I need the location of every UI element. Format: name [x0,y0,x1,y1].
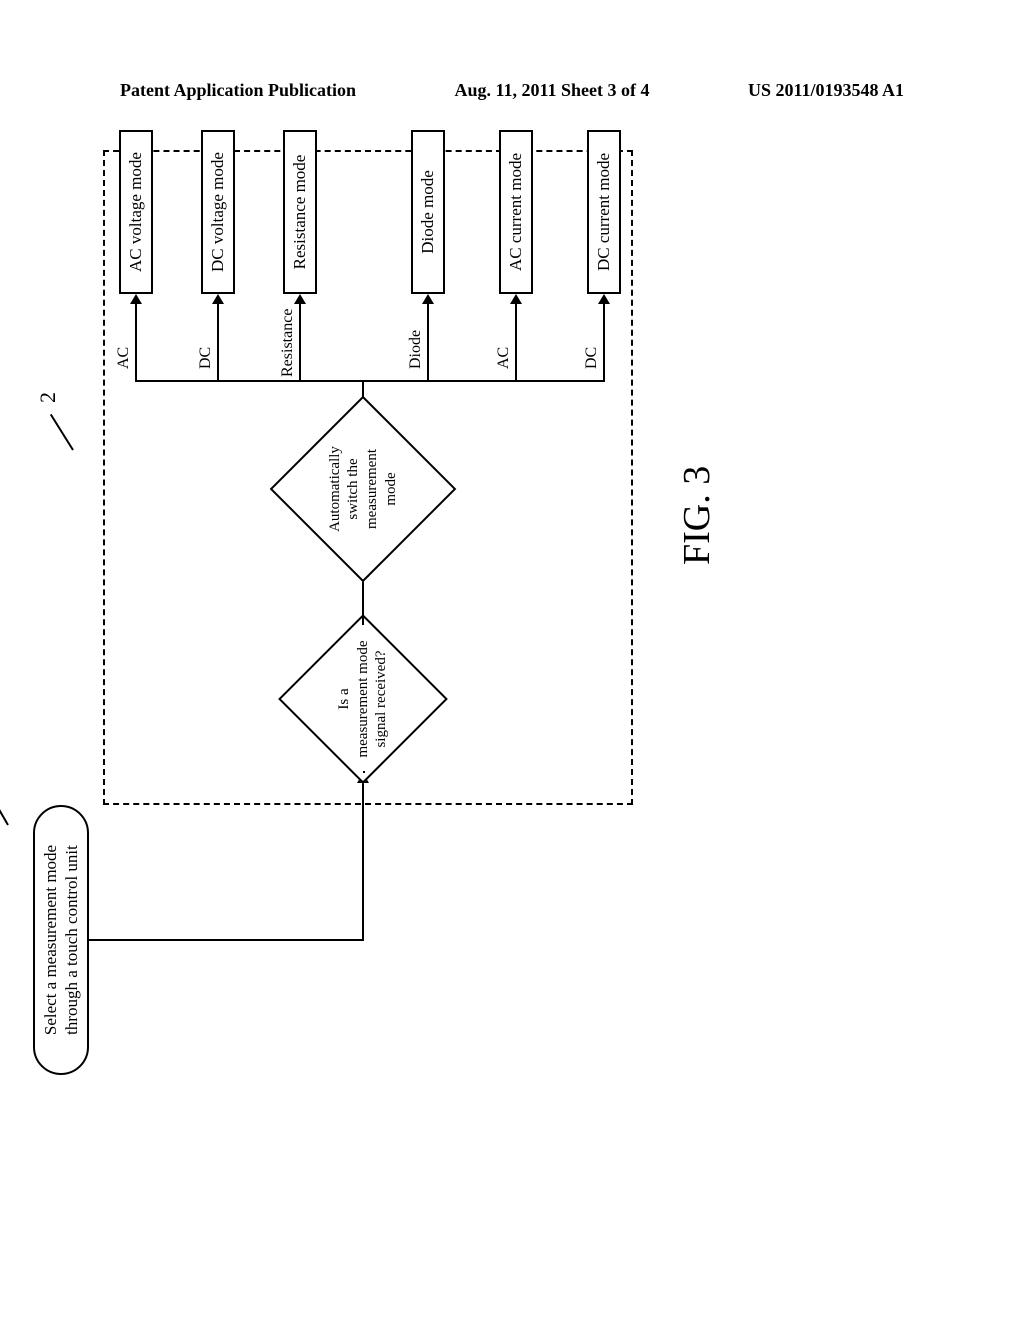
d1-loop-line [363,771,365,773]
decision-signal-received-text: Is a measurement mode signal received? [323,619,403,779]
mode-text-2: Resistance mode [290,155,310,270]
branch-0-arrow [130,294,142,304]
branch-4-label: AC [495,347,513,369]
branch-1-arrow [212,294,224,304]
start-node: Select a measurement mode through a touc… [33,805,89,1075]
fanout-spine [135,380,603,382]
branch-4-arrow [510,294,522,304]
branch-5-label: DC [583,347,601,369]
header-right: US 2011/0193548 A1 [748,80,904,101]
arrow-start-to-d1-v [89,939,363,941]
callout-1-line [0,790,9,826]
figure-caption: FIG. 3 [675,466,719,565]
mode-text-5: DC current mode [594,153,614,271]
callout-2-line [50,414,74,451]
mode-text-4: AC current mode [506,153,526,271]
branch-2-arrow [294,294,306,304]
mode-box-5: DC current mode [587,130,621,294]
branch-5-arrow [598,294,610,304]
mode-box-3: Diode mode [411,130,445,294]
arrow-start-to-d1-h [362,781,364,941]
decision-auto-switch-text: Automatically switch the measurement mod… [315,403,411,575]
branch-1-label: DC [197,347,215,369]
branch-2-h [299,302,301,382]
header-left: Patent Application Publication [120,80,356,101]
branch-4-h [515,302,517,382]
callout-2: 2 [35,392,61,403]
branch-0-label: AC [115,347,133,369]
branch-0-h [135,302,137,382]
mode-box-1: DC voltage mode [201,130,235,294]
mode-text-0: AC voltage mode [126,152,146,272]
branch-3-h [427,302,429,382]
branch-3-label: Diode [407,330,425,369]
page-header: Patent Application Publication Aug. 11, … [0,80,1024,101]
mode-text-1: DC voltage mode [208,152,228,272]
mode-text-3: Diode mode [418,170,438,254]
mode-box-2: Resistance mode [283,130,317,294]
fanout-stub [362,381,364,397]
header-center: Aug. 11, 2011 Sheet 3 of 4 [454,80,649,101]
flowchart-figure: Select a measurement mode through a touc… [65,325,845,975]
branch-1-h [217,302,219,382]
branch-5-h [603,302,605,382]
branch-2-label: Resistance [279,309,297,377]
mode-box-0: AC voltage mode [119,130,153,294]
mode-box-4: AC current mode [499,130,533,294]
start-text: Select a measurement mode through a touc… [40,845,83,1035]
branch-3-arrow [422,294,434,304]
